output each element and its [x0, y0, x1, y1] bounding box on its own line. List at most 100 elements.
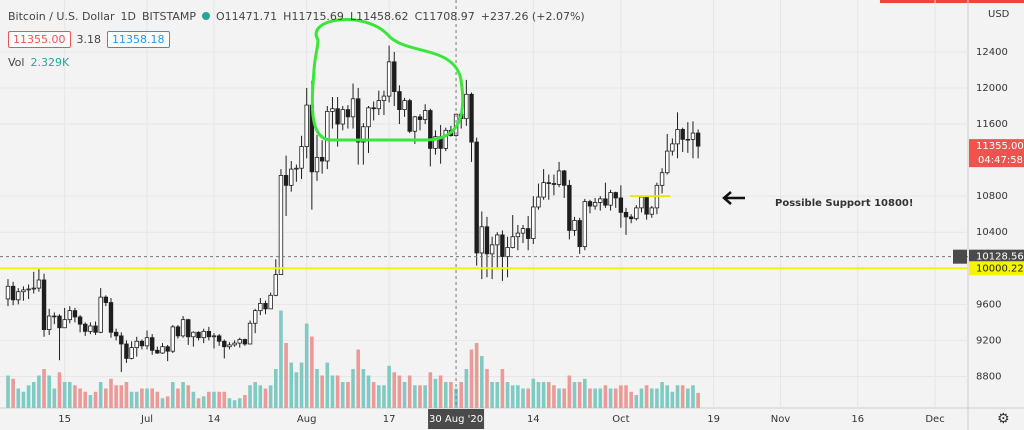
candle-body	[685, 138, 691, 141]
volume-bar	[665, 385, 670, 408]
candle-body	[613, 192, 618, 199]
candle-body	[119, 335, 124, 345]
volume-bar	[217, 391, 221, 408]
volume-bar	[397, 375, 402, 408]
x-tick-label: Dec	[925, 414, 944, 425]
candle-body	[412, 116, 418, 132]
volume-bar	[73, 385, 77, 408]
candle-body	[489, 244, 495, 255]
candle-body	[531, 206, 536, 239]
candle-body	[196, 331, 201, 339]
volume-bar	[273, 369, 278, 408]
volume-bar	[11, 378, 15, 408]
crosshair-plus	[953, 249, 967, 264]
candle-body	[386, 61, 392, 97]
candle-body	[180, 319, 186, 337]
volume-bar	[140, 388, 144, 408]
volume-bar	[500, 369, 505, 408]
volume-bar	[567, 375, 572, 408]
candle-body	[144, 337, 150, 347]
volume-bar	[294, 372, 299, 408]
candle-body	[31, 287, 36, 290]
candle-body	[289, 168, 294, 186]
candle-body	[515, 232, 521, 238]
candle-body	[21, 289, 26, 293]
volume-bar	[6, 375, 10, 408]
candle-body	[170, 326, 175, 352]
volume-bar	[253, 382, 257, 408]
symbol: Bitcoin / U.S. Dollar	[8, 9, 115, 23]
ask[interactable]: 11358.18	[107, 30, 170, 48]
volume-bar	[655, 388, 659, 408]
ohlc-low: L11458.62	[349, 9, 409, 23]
candle-body	[592, 202, 598, 207]
candle-body	[67, 310, 72, 321]
candle-body	[340, 109, 345, 125]
volume-bar	[541, 382, 546, 408]
volume-bar	[186, 385, 191, 408]
volume-bar	[634, 395, 639, 408]
candle-body	[644, 196, 649, 215]
candle-body	[294, 167, 299, 170]
volume-bar	[284, 343, 288, 408]
vol-title: Vol	[8, 55, 25, 69]
x-tick-label: Jul	[140, 414, 153, 425]
volume-bar	[42, 369, 46, 408]
volume-bar	[47, 375, 51, 408]
candle-body	[675, 129, 680, 145]
candle-body	[191, 331, 196, 338]
volume-bar	[649, 388, 654, 408]
candle-body	[505, 247, 510, 257]
volume-bar	[686, 388, 690, 408]
price-marker-label: 10128.56	[976, 252, 1024, 263]
crosshair-x-label: 30 Aug '20	[429, 414, 483, 425]
volume-bar	[160, 398, 165, 408]
volume-bar	[598, 388, 603, 408]
candle-body	[422, 110, 428, 120]
volume-bar	[552, 385, 556, 408]
volume-bar	[382, 385, 386, 408]
candle-body	[469, 93, 474, 143]
volume-bar	[315, 369, 319, 408]
candle-body	[108, 302, 114, 333]
volume-bar	[83, 391, 88, 408]
candle-body	[124, 343, 129, 359]
volume-bar	[31, 382, 36, 408]
volume-bar	[438, 375, 443, 408]
volume-bar	[299, 362, 304, 408]
candle-body	[36, 279, 42, 289]
candle-body	[484, 226, 490, 255]
candle-body	[567, 184, 572, 231]
bid[interactable]: 11355.00	[8, 30, 71, 48]
y-tick-label: 10400	[976, 227, 1008, 238]
volume-bar	[263, 388, 268, 408]
settings-icon[interactable]: ⚙	[997, 411, 1010, 427]
volume-bar	[170, 382, 175, 408]
currency[interactable]: USD	[988, 9, 1010, 20]
candle-body	[659, 172, 665, 186]
candle-body	[283, 175, 289, 186]
volume-bar	[258, 385, 263, 408]
volume-bar	[196, 398, 201, 408]
candle-body	[160, 346, 165, 354]
arrow	[722, 191, 745, 205]
volume-bar	[449, 382, 453, 408]
candle-body	[356, 98, 361, 143]
candle-body	[392, 61, 397, 92]
candle-body	[232, 342, 237, 346]
candle-body	[88, 325, 93, 332]
volume-bar	[93, 391, 98, 408]
candle-body	[62, 319, 67, 329]
volume-bar	[181, 382, 185, 408]
ohlc-high: H11715.69	[283, 9, 344, 23]
candle-body	[366, 107, 371, 128]
candle-body	[237, 339, 242, 344]
candle-body	[41, 279, 47, 330]
candle-body	[134, 340, 139, 349]
volume-bar	[443, 382, 448, 408]
volume-bar	[387, 365, 391, 408]
ohlc-open: O11471.71	[216, 9, 278, 23]
candle-body	[175, 326, 181, 337]
volume-bar	[572, 382, 577, 408]
